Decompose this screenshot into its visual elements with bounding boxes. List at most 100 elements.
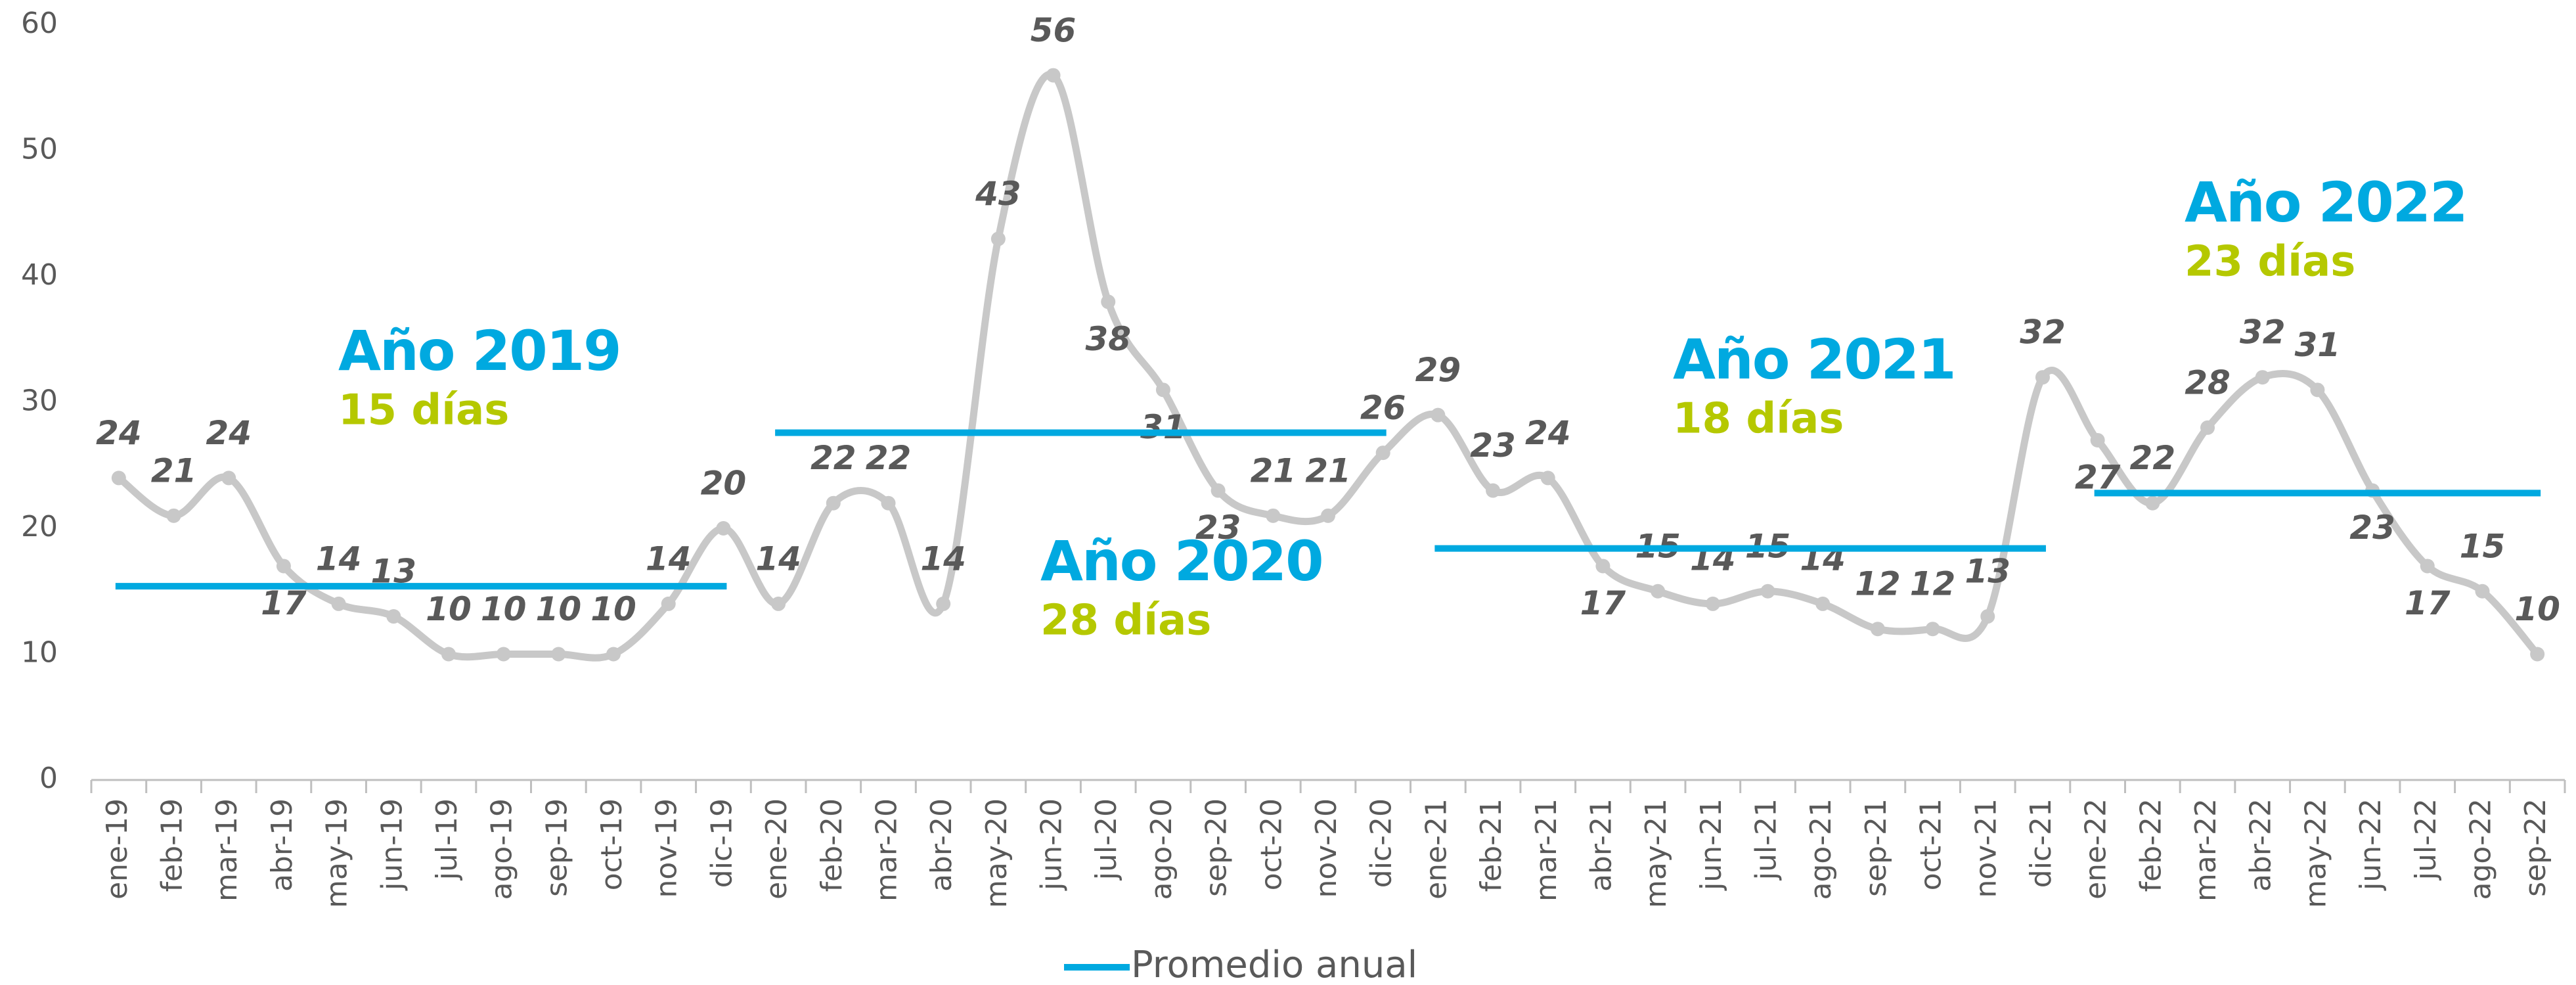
x-tick-label: ene-22: [2079, 798, 2113, 900]
data-point: [1595, 559, 1610, 574]
data-point: [1815, 596, 1831, 611]
year-days: 18 días: [1673, 395, 1844, 444]
x-tick-label: jun-22: [2354, 798, 2387, 891]
x-tick-label: ago-22: [2464, 798, 2497, 900]
x-tick-label: abr-20: [925, 798, 958, 892]
data-point: [2530, 647, 2545, 662]
data-point: [936, 596, 951, 611]
data-point: [661, 596, 676, 611]
data-point: [1651, 584, 1666, 599]
x-tick-label: abr-19: [265, 798, 299, 892]
data-label: 17: [261, 584, 307, 622]
x-tick-label: jun-21: [1695, 798, 1728, 891]
data-point: [1540, 470, 1555, 486]
data-point: [1155, 382, 1170, 398]
x-tick-label: mar-22: [2189, 798, 2223, 902]
y-tick-label: 20: [21, 510, 58, 543]
y-tick-label: 40: [21, 258, 58, 292]
year-days: 15 días: [338, 386, 509, 435]
data-point: [606, 647, 621, 662]
x-tick-label: abr-22: [2244, 798, 2278, 892]
data-label: 29: [1415, 351, 1461, 389]
x-tick-label: feb-19: [156, 798, 189, 892]
x-tick-label: feb-22: [2134, 798, 2167, 892]
data-point: [1705, 596, 1720, 611]
data-label: 10: [426, 590, 472, 628]
data-label: 24: [96, 414, 142, 452]
data-point: [551, 647, 566, 662]
year-days: 23 días: [2185, 238, 2355, 286]
x-tick-label: dic-19: [705, 798, 738, 888]
data-point: [2035, 370, 2050, 385]
data-point: [1046, 68, 1061, 83]
data-label: 14: [646, 539, 692, 578]
data-label: 14: [755, 539, 801, 578]
x-tick-label: oct-20: [1255, 798, 1288, 890]
data-point: [441, 647, 456, 662]
data-label: 32: [2240, 313, 2286, 352]
x-tick-label: oct-21: [1915, 798, 1948, 890]
data-label: 32: [2020, 313, 2066, 352]
year-title: Año 2019: [338, 319, 621, 383]
x-tick-label: mar-20: [870, 798, 903, 902]
data-label: 14: [316, 539, 362, 578]
data-point: [716, 521, 731, 536]
x-tick-label: dic-20: [1365, 798, 1398, 888]
data-point: [2255, 370, 2270, 385]
data-point: [496, 647, 511, 662]
data-point: [990, 231, 1006, 246]
data-label: 22: [2130, 439, 2176, 477]
x-tick-label: feb-21: [1475, 798, 1508, 892]
data-label: 38: [1085, 320, 1131, 358]
data-point: [2145, 495, 2160, 511]
data-label: 22: [866, 439, 912, 477]
data-label: 24: [206, 414, 252, 452]
data-point: [1980, 609, 1995, 624]
x-tick-label: ago-21: [1804, 798, 1838, 900]
x-tick-label: ene-20: [760, 798, 793, 900]
data-point: [1101, 294, 1116, 309]
data-point: [1431, 407, 1446, 423]
year-days: 28 días: [1040, 597, 1211, 645]
data-point: [1486, 483, 1501, 498]
x-tick-label: sep-20: [1200, 798, 1233, 897]
x-tick-label: jun-20: [1035, 798, 1069, 891]
data-point: [771, 596, 786, 611]
data-label: 26: [1360, 389, 1406, 427]
data-point: [1375, 446, 1390, 461]
x-tick-label: may-22: [2299, 798, 2332, 908]
data-label: 10: [590, 590, 636, 628]
data-point: [1760, 584, 1775, 599]
data-point: [1266, 508, 1281, 523]
x-tick-label: mar-21: [1530, 798, 1563, 902]
data-point: [1210, 483, 1226, 498]
x-tick-label: may-20: [980, 798, 1013, 908]
x-tick-label: ago-20: [1145, 798, 1178, 900]
y-tick-label: 50: [21, 133, 58, 166]
x-tick-label: sep-22: [2519, 798, 2552, 897]
x-tick-label: nov-19: [650, 798, 684, 898]
x-tick-label: feb-20: [815, 798, 849, 892]
data-point: [1870, 622, 1885, 637]
x-tick-label: may-21: [1639, 798, 1673, 908]
x-tick-label: jul-21: [1750, 798, 1783, 881]
data-point: [826, 495, 841, 511]
data-label: 12: [1910, 565, 1956, 603]
x-tick-label: oct-19: [595, 798, 629, 890]
x-tick-label: ene-19: [100, 798, 134, 900]
year-title: Año 2021: [1673, 327, 1955, 392]
data-label: 28: [2185, 363, 2231, 401]
data-label: 23: [2349, 509, 2395, 547]
data-point: [221, 470, 236, 486]
data-point: [111, 470, 126, 486]
data-label: 21: [1305, 451, 1351, 490]
x-tick-label: dic-21: [2024, 798, 2058, 888]
data-point: [2475, 584, 2490, 599]
data-label: 23: [1470, 426, 1516, 465]
x-tick-label: jun-19: [375, 798, 409, 891]
data-point: [881, 495, 896, 511]
data-label: 14: [920, 539, 966, 578]
data-label: 17: [1580, 584, 1626, 622]
y-tick-label: 60: [21, 7, 58, 40]
